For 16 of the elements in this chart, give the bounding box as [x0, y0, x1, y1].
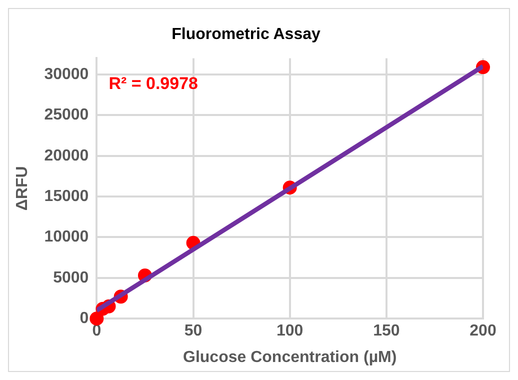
x-tick-label: 50: [184, 322, 202, 340]
y-tick-label: 20000: [44, 147, 89, 164]
chart-title: Fluorometric Assay: [172, 26, 320, 44]
y-tick-label: 0: [80, 310, 89, 328]
y-tick-label: 25000: [44, 106, 89, 124]
point: [90, 312, 104, 326]
x-tick-label: 200: [470, 322, 496, 340]
x-axis-title: Glucose Concentration (µM): [183, 348, 397, 366]
y-tick-label: 30000: [44, 66, 89, 83]
y-tick-label: 15000: [44, 188, 89, 205]
annotation: R² = 0.9978: [108, 74, 198, 93]
x-tick-label: 100: [276, 322, 304, 340]
y-tick-label: 10000: [44, 228, 89, 246]
x-tick-label: 150: [373, 322, 400, 340]
y-axis-title: ΔRFU: [14, 166, 32, 211]
y-tick-label: 5000: [53, 269, 89, 286]
